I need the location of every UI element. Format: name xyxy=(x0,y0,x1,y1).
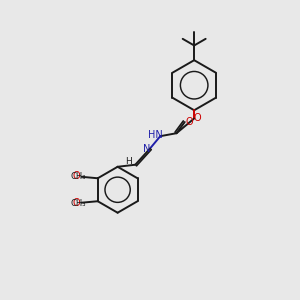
Text: CH₃: CH₃ xyxy=(70,199,86,208)
Text: O: O xyxy=(73,198,80,208)
Text: H: H xyxy=(125,157,132,166)
Text: O: O xyxy=(73,171,80,181)
Text: O: O xyxy=(194,113,202,124)
Text: N: N xyxy=(143,144,150,154)
Text: HN: HN xyxy=(148,130,162,140)
Text: CH₃: CH₃ xyxy=(70,172,86,181)
Text: O: O xyxy=(185,117,193,127)
